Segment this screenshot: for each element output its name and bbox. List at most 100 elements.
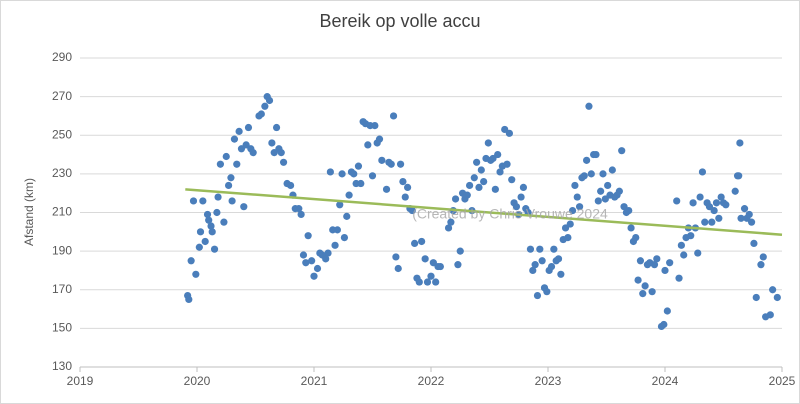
data-point — [378, 156, 386, 164]
data-point — [331, 241, 339, 249]
data-point — [641, 282, 649, 290]
data-point — [660, 320, 668, 329]
data-point — [210, 245, 219, 253]
data-point — [368, 172, 377, 180]
data-point — [722, 201, 730, 209]
data-point — [547, 262, 556, 271]
data-point — [661, 266, 669, 275]
data-point — [392, 253, 400, 261]
data-point — [261, 102, 269, 110]
data-point — [769, 286, 777, 294]
data-point — [268, 139, 276, 147]
data-point — [735, 172, 743, 180]
x-tick-label: 2022 — [418, 374, 445, 388]
data-point — [272, 123, 281, 132]
data-point — [597, 187, 605, 195]
data-point — [196, 228, 205, 236]
chart-title: Bereik op volle accu — [319, 11, 480, 31]
data-point — [694, 249, 702, 257]
data-point — [408, 206, 416, 215]
data-point — [213, 208, 221, 217]
data-point — [533, 291, 542, 300]
data-point — [752, 293, 760, 302]
data-point — [224, 181, 233, 190]
data-point — [554, 255, 563, 263]
data-point — [583, 156, 591, 164]
data-point — [418, 237, 426, 246]
data-point — [773, 293, 781, 302]
data-point — [421, 255, 429, 263]
data-point — [447, 218, 455, 226]
data-point — [587, 170, 595, 178]
data-point — [436, 262, 444, 271]
data-point — [675, 274, 683, 282]
data-point — [531, 261, 539, 269]
data-point — [538, 257, 546, 265]
data-point — [747, 218, 756, 226]
data-point — [399, 178, 407, 186]
data-point — [653, 255, 661, 263]
data-point — [677, 241, 685, 249]
data-point — [195, 243, 203, 251]
y-tick-label: 290 — [52, 50, 72, 64]
data-point — [235, 127, 243, 135]
data-point — [740, 205, 749, 213]
data-point — [423, 278, 432, 286]
x-tick-label: 2019 — [67, 374, 94, 388]
data-point — [745, 210, 753, 219]
data-point — [491, 185, 499, 193]
data-point — [526, 245, 535, 253]
data-point — [599, 170, 607, 178]
y-axis-label: Afstand (km) — [22, 178, 36, 246]
data-point — [310, 272, 318, 280]
data-point — [189, 197, 198, 205]
data-point — [663, 307, 671, 315]
data-point — [505, 129, 513, 137]
data-point — [627, 224, 635, 232]
data-point — [648, 288, 656, 296]
data-point — [277, 149, 285, 157]
y-tick-label: 190 — [52, 243, 72, 257]
data-point — [517, 193, 525, 201]
data-point — [444, 224, 453, 232]
data-point — [680, 251, 688, 259]
data-point — [451, 195, 460, 203]
data-point — [354, 162, 363, 170]
data-point — [477, 166, 485, 174]
data-point — [750, 239, 758, 247]
data-point — [249, 149, 257, 157]
data-point — [566, 220, 574, 228]
data-point — [557, 270, 565, 278]
data-point — [759, 253, 767, 261]
y-tick-label: 170 — [52, 282, 72, 296]
data-point — [404, 183, 412, 191]
data-point — [529, 266, 537, 275]
data-point — [696, 193, 704, 201]
data-point — [636, 257, 645, 265]
data-point — [287, 181, 295, 190]
data-point — [687, 232, 695, 240]
data-point — [185, 295, 193, 304]
data-point — [427, 272, 435, 280]
data-point — [575, 203, 584, 211]
data-point — [632, 234, 640, 242]
data-point — [336, 201, 344, 209]
data-point — [333, 226, 341, 234]
data-point — [227, 174, 235, 182]
y-tick-label: 210 — [52, 205, 72, 219]
data-point — [357, 179, 365, 188]
data-point — [496, 168, 504, 176]
data-point — [216, 160, 224, 168]
data-point — [214, 193, 222, 201]
data-point — [550, 245, 558, 253]
data-point — [625, 206, 633, 215]
data-point — [382, 185, 391, 193]
data-point — [324, 249, 332, 257]
data-point — [415, 278, 423, 286]
data-point — [608, 166, 616, 174]
data-point — [230, 135, 239, 143]
data-point — [543, 288, 551, 296]
data-point — [387, 160, 395, 168]
data-point — [338, 170, 346, 178]
